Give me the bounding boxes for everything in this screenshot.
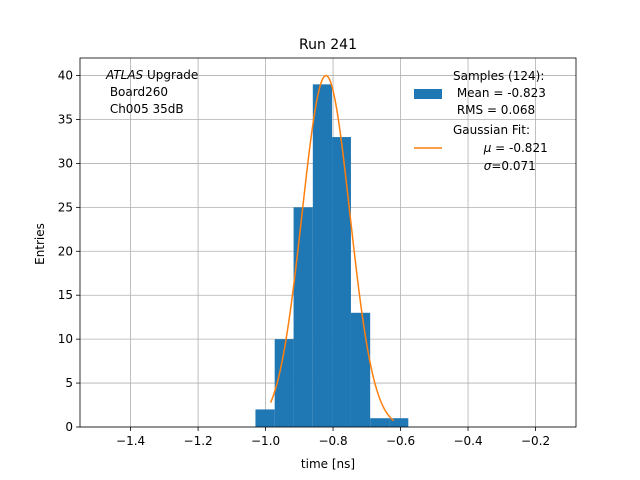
annotation-board: Board260 — [106, 85, 168, 99]
legend-samples-title: Samples (124): — [453, 69, 544, 83]
y-axis: 0 5 10 15 20 25 30 35 40 — [58, 69, 80, 434]
y-tick-label: 25 — [58, 200, 73, 214]
annotation-block: ATLAS Upgrade Board260 Ch005 35dB — [105, 68, 198, 116]
legend-samples-swatch — [414, 89, 442, 99]
y-tick-label: 10 — [58, 332, 73, 346]
y-tick-label: 35 — [58, 113, 73, 127]
y-tick-label: 20 — [58, 244, 73, 258]
histogram-bar — [274, 339, 294, 427]
histogram-bars — [255, 84, 409, 428]
y-axis-label: Entries — [33, 223, 47, 265]
histogram-bar — [312, 84, 333, 427]
x-tick-label: −1.4 — [116, 434, 145, 448]
x-tick-label: −1.0 — [251, 434, 280, 448]
legend-samples-mean: Mean = -0.823 — [453, 86, 546, 100]
annotation-upgrade: Upgrade — [143, 68, 198, 82]
annotation-atlas: ATLAS — [105, 68, 144, 82]
histogram-bar — [293, 207, 313, 427]
annotation-channel: Ch005 35dB — [106, 102, 184, 116]
svg-text:μ = -0.821: μ = -0.821 — [457, 141, 567, 155]
gaussian-fit-curve — [269, 74, 395, 422]
plot-frame — [79, 57, 577, 428]
histogram-bar — [350, 312, 371, 427]
chart-title: Run 241 — [299, 37, 357, 53]
histogram-bar — [389, 418, 409, 427]
x-axis: −1.4 −1.2 −1.0 −0.8 −0.6 −0.4 −0.2 — [116, 427, 550, 448]
x-tick-label: −0.8 — [318, 434, 347, 448]
y-tick-label: 30 — [58, 156, 73, 170]
histogram-bar — [255, 409, 275, 427]
y-tick-label: 15 — [58, 288, 73, 302]
histogram-bar — [332, 137, 351, 428]
y-tick-label: 0 — [65, 420, 73, 434]
x-tick-label: −0.4 — [453, 434, 482, 448]
x-tick-label: −0.2 — [521, 434, 550, 448]
legend-sigma-symbol: σ — [484, 159, 492, 173]
y-tick-label: 5 — [65, 376, 73, 390]
y-tick-label: 40 — [58, 69, 73, 83]
legend-sigma-value: =0.071 — [491, 159, 535, 173]
legend-samples-rms: RMS = 0.068 — [453, 103, 535, 117]
x-tick-label: −1.2 — [184, 434, 213, 448]
x-tick-label: −0.6 — [386, 434, 415, 448]
histogram-bar — [370, 418, 390, 427]
x-axis-label: time [ns] — [301, 457, 355, 471]
svg-text:ATLAS Upgrade: ATLAS Upgrade — [105, 68, 198, 82]
legend-mu-symbol: μ — [483, 141, 492, 155]
legend-fit-title: Gaussian Fit: — [453, 123, 530, 137]
legend-mu-value: = -0.821 — [491, 141, 547, 155]
legend: Samples (124): Mean = -0.823 RMS = 0.068… — [414, 69, 567, 173]
svg-text:σ=0.071: σ=0.071 — [457, 159, 555, 173]
